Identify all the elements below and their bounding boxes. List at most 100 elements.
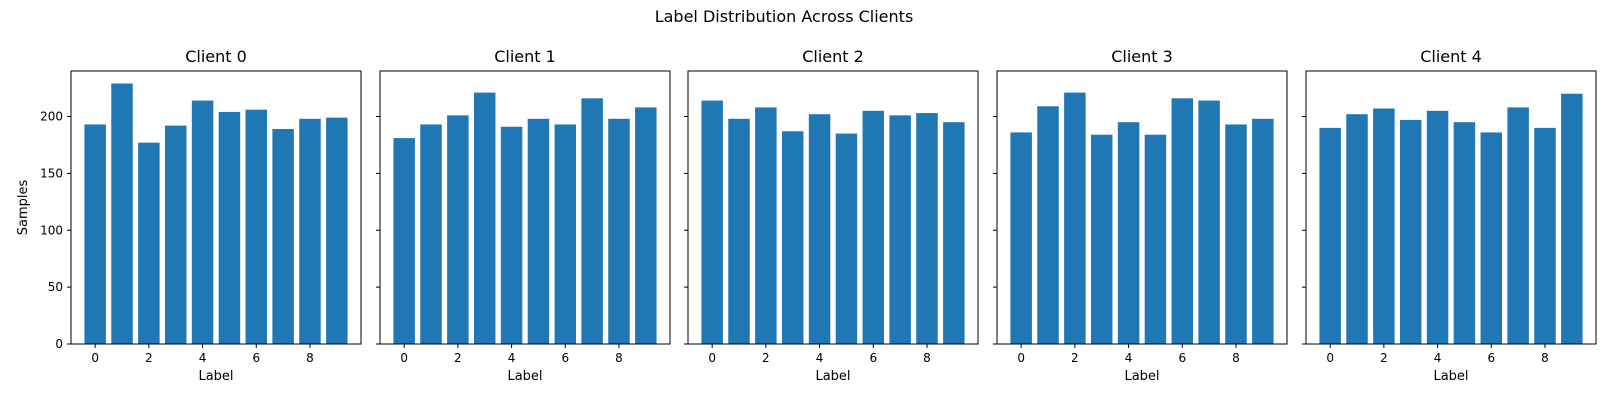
subplot-client-0: 0 2 4 6 8 0 50 100 150 200 Client 0 Label Samples [16,47,362,384]
bar-label-2 [1064,92,1086,344]
bar-label-1 [1346,114,1368,344]
bar-label-0 [1010,132,1032,344]
bar-label-9 [1561,93,1583,344]
y-axis-label: Samples [16,180,31,236]
x-tick-label: 2 [762,351,770,365]
x-tick-label: 8 [615,351,623,365]
bar-label-2 [755,107,777,345]
bar-label-3 [164,125,187,344]
subplot-client-3: 0 2 4 6 8 Client 3 Label [993,47,1288,384]
subplot-title: Client 2 [802,47,864,66]
x-tick-label: 4 [199,351,207,365]
y-tick-label: 150 [40,166,63,180]
bar-label-0 [1319,127,1341,345]
x-tick-label: 6 [1178,351,1186,365]
bar-label-3 [473,92,496,344]
axes-frame [1305,70,1597,345]
x-tick-label: 4 [1434,351,1442,365]
bar-label-1 [111,83,133,344]
axes-frame [996,70,1288,345]
bar-label-2 [138,142,160,344]
bar-label-4 [1426,110,1449,344]
x-tick-label: 8 [1232,351,1240,365]
bar-label-1 [1037,106,1059,344]
bar-label-3 [1090,134,1113,344]
bar-label-5 [218,111,241,344]
bar-label-6 [862,110,885,344]
bar-label-4 [191,100,214,344]
x-tick-label: 6 [1487,351,1495,365]
x-tick-label: 2 [1071,351,1079,365]
subplot-title: Client 4 [1420,47,1482,66]
bar-label-8 [608,118,630,344]
bar-label-5 [527,118,550,344]
y-tick-label: 0 [55,337,63,351]
subplot-title: Client 0 [185,47,247,66]
x-tick-label: 4 [508,351,516,365]
bar-label-4 [1117,122,1140,344]
x-axis-label: Label [1124,369,1159,384]
bar-label-9 [943,122,965,344]
bar-label-3 [781,131,804,344]
bar-label-7 [1198,100,1220,344]
x-tick-label: 0 [1326,351,1334,365]
x-tick-label: 2 [1380,351,1388,365]
bar-label-7 [272,129,294,344]
y-tick-label: 100 [40,223,63,237]
x-axis-label: Label [198,369,233,384]
subplot-client-2: 0 2 4 6 8 Client 2 Label [684,47,979,384]
bar-label-8 [299,118,321,344]
y-tick-label: 50 [48,280,63,294]
x-axis-label: Label [815,369,850,384]
axes-frame [70,70,362,345]
bar-label-6 [1480,132,1503,344]
x-tick-label: 0 [400,351,408,365]
bar-label-8 [916,113,938,344]
x-tick-label: 2 [454,351,462,365]
bar-label-4 [808,114,831,344]
x-tick-label: 0 [1017,351,1025,365]
bar-label-9 [635,107,657,345]
axes-frame [379,70,671,345]
bar-label-6 [554,124,577,345]
bar-label-6 [245,109,268,345]
bar-label-2 [1373,108,1395,344]
bar-label-7 [889,115,911,344]
figure-suptitle: Label Distribution Across Clients [655,7,914,26]
bar-label-1 [728,118,750,344]
bar-label-9 [1252,118,1274,344]
axes-frame [687,70,979,345]
bar-label-5 [1453,122,1476,344]
subplot-client-4: 0 2 4 6 8 Client 4 Label [1302,47,1597,384]
y-tick-label: 200 [40,110,63,124]
x-tick-label: 4 [816,351,824,365]
bar-label-2 [447,115,469,344]
bar-label-0 [393,138,415,344]
x-tick-label: 8 [1541,351,1549,365]
bar-label-1 [420,124,442,345]
bar-label-7 [581,98,603,344]
x-tick-label: 0 [91,351,99,365]
x-axis-label: Label [1433,369,1468,384]
bar-label-0 [701,100,723,344]
x-tick-label: 6 [869,351,877,365]
bar-label-5 [835,133,858,344]
x-axis-label: Label [507,369,542,384]
x-tick-label: 6 [252,351,260,365]
bar-label-6 [1171,98,1194,344]
bar-label-4 [500,126,523,345]
x-tick-label: 0 [708,351,716,365]
bar-label-5 [1144,134,1167,344]
bar-label-0 [84,124,106,345]
bar-label-9 [326,117,348,344]
bar-label-8 [1225,124,1247,345]
x-tick-label: 4 [1125,351,1133,365]
x-tick-label: 2 [145,351,153,365]
subplot-title: Client 3 [1111,47,1173,66]
x-tick-label: 8 [306,351,314,365]
bar-label-8 [1534,127,1556,345]
bar-label-7 [1507,107,1529,345]
x-tick-label: 6 [561,351,569,365]
